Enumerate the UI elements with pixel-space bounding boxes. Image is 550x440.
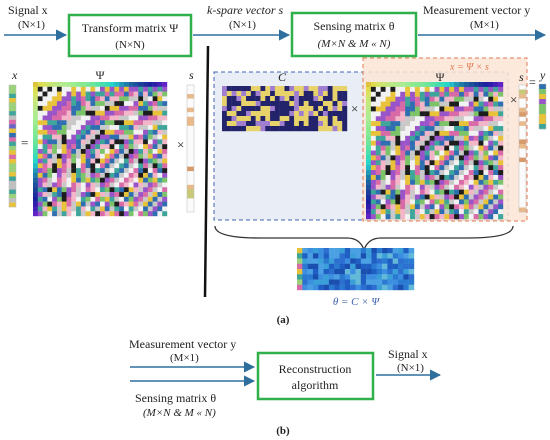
sensing-matrix-box bbox=[290, 11, 418, 58]
times-sign-left: × bbox=[177, 137, 184, 152]
caption-a: (a) bbox=[277, 314, 290, 326]
signal-x-label: Signal x bbox=[8, 3, 48, 17]
transform-box-title: Transform matrix Ψ bbox=[82, 21, 179, 35]
c-label: C bbox=[278, 70, 287, 84]
equals-sign: = bbox=[21, 135, 28, 150]
b-sensing-label: Sensing matrix θ bbox=[135, 391, 216, 405]
separator-line bbox=[203, 45, 210, 298]
sparse-vector-dim: (N×1) bbox=[229, 19, 256, 31]
times-sign-c: × bbox=[351, 101, 358, 116]
x-signal-vector bbox=[8, 84, 17, 208]
times-sign-right: × bbox=[510, 92, 517, 107]
sensing-box-dim: (M×N & M « N) bbox=[318, 38, 391, 50]
psi-matrix-left bbox=[33, 82, 168, 217]
s-label: s bbox=[189, 68, 194, 82]
measurement-vector-dim: (M×1) bbox=[470, 19, 499, 31]
theta-matrix bbox=[297, 248, 415, 291]
b-measurement-label: Measurement vector y bbox=[129, 337, 236, 351]
sparse-vector-label: k-spare vector s bbox=[207, 3, 284, 17]
x-label: x bbox=[11, 68, 18, 82]
transform-matrix-box bbox=[67, 13, 193, 58]
sensing-box-title: Sensing matrix θ bbox=[313, 19, 394, 33]
reconstruction-box bbox=[256, 351, 375, 401]
s-label-right: s bbox=[519, 70, 524, 84]
theta-equation-label: θ = C × Ψ bbox=[333, 296, 381, 308]
b-signal-dim: (N×1) bbox=[397, 362, 424, 374]
curly-brace bbox=[214, 225, 514, 253]
x-equals-psi-s-label: x = Ψ × s bbox=[449, 62, 489, 73]
signal-x-dim: (N×1) bbox=[18, 19, 45, 31]
s-sparse-vector-left bbox=[186, 84, 195, 213]
y-label: y bbox=[539, 68, 546, 82]
psi-matrix-right bbox=[366, 82, 504, 220]
transform-box-dim: (N×N) bbox=[115, 39, 145, 51]
psi-label: Ψ bbox=[96, 68, 105, 82]
b-signal-label: Signal x bbox=[388, 347, 428, 361]
measurement-vector-label: Measurement vector y bbox=[423, 3, 530, 17]
recon-box-line1: Reconstruction bbox=[279, 362, 352, 376]
equals-sign-right: = bbox=[529, 75, 536, 89]
y-measurement-vector bbox=[538, 83, 547, 130]
caption-b: (b) bbox=[276, 425, 290, 437]
b-measurement-dim: (M×1) bbox=[170, 352, 199, 364]
c-matrix bbox=[222, 86, 348, 132]
psi-label-right: Ψ bbox=[436, 70, 445, 84]
recon-box-line2: algorithm bbox=[292, 378, 339, 392]
s-sparse-vector-right bbox=[518, 84, 527, 213]
b-sensing-dim: (M×N & M « N) bbox=[143, 407, 216, 419]
